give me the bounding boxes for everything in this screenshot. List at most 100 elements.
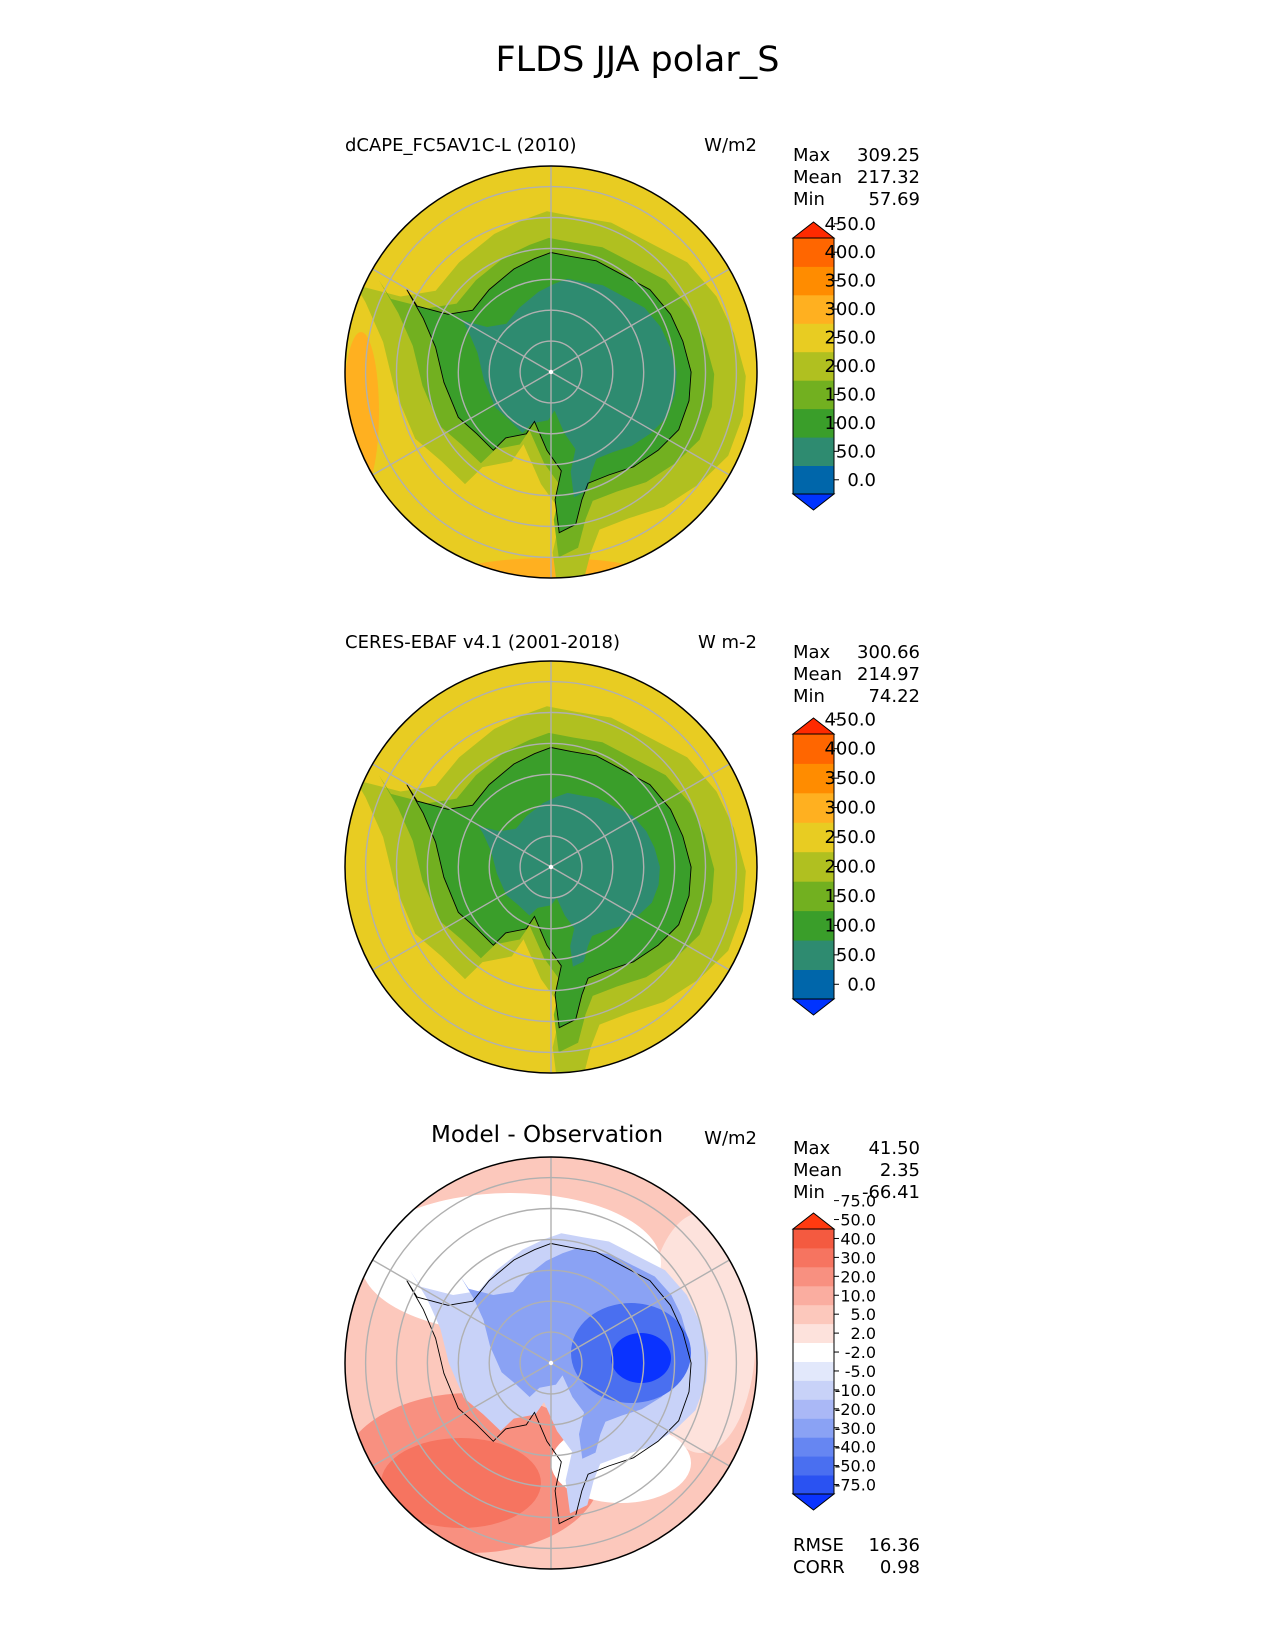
meridian-gridline <box>550 1362 730 1467</box>
colorbar-obs: 0.0 50.0 100.0 150.0 200.0 250.0 300.0 350.0 400… <box>791 709 876 1016</box>
stat-value: 300.66 <box>857 642 920 663</box>
colorbar-tick-label: -40.0 <box>835 1438 876 1457</box>
colorbar-tick-label: 50.0 <box>836 945 876 966</box>
stat-label: Mean <box>793 1160 843 1181</box>
field-band-pos-core <box>381 1438 541 1528</box>
map-boundary <box>344 1156 758 1570</box>
colorbar-segment <box>793 1399 834 1419</box>
colorbar-segment <box>793 380 834 410</box>
colorbar-segment <box>793 1475 834 1495</box>
stat-value: 214.97 <box>857 664 920 685</box>
coastline <box>406 252 692 534</box>
colorbar-segment <box>793 910 834 941</box>
colorbar-frame <box>792 1228 835 1495</box>
colorbar-tick-label: 450.0 <box>824 709 876 730</box>
colorbar-tick-label: 20.0 <box>840 1267 876 1286</box>
colorbar-tick-label: 50.0 <box>836 441 876 462</box>
colorbar-tick-label: 30.0 <box>840 1248 876 1267</box>
colorbar-tick-label: 250.0 <box>824 827 876 848</box>
map-boundary <box>344 165 758 579</box>
colorbar-tick-label: 300.0 <box>824 299 876 320</box>
colorbar-model: 0.0 50.0 100.0 150.0 200.0 250.0 300.0 350.0 400… <box>791 214 876 511</box>
panel-2-title: CERES-EBAF v4.1 (2001-2018) <box>345 632 621 653</box>
panel-3-title: Model - Observation <box>431 1122 664 1148</box>
meridian-gridline <box>372 1362 552 1467</box>
stat-value: 2.35 <box>879 1160 920 1181</box>
rmse-value: 16.36 <box>868 1535 920 1556</box>
colorbar-diff: -75.0-50.0-40.0-30.0-20.0-10.0-5.0-2.02.… <box>791 1192 876 1511</box>
stat-label: Max <box>793 642 831 663</box>
colorbar-segment <box>793 969 834 1000</box>
polar-map-obs <box>345 661 757 1073</box>
stat-label: Max <box>793 1138 831 1159</box>
stat-value: 41.50 <box>868 1138 920 1159</box>
polar-map-diff <box>345 1157 757 1569</box>
stat-value: 74.22 <box>868 686 920 707</box>
meridian-gridline <box>372 763 552 868</box>
colorbar-tick-label: 150.0 <box>824 886 876 907</box>
colorbar-tick-label: 40.0 <box>840 1229 876 1248</box>
panel-3-units: W/m2 <box>704 1128 757 1149</box>
panel-2-units: W m-2 <box>697 632 757 653</box>
colorbar-segment <box>793 822 834 853</box>
colorbar-segment <box>793 1361 834 1381</box>
map-field <box>345 1157 757 1569</box>
colorbar-tick-label: 300.0 <box>824 798 876 819</box>
pole-marker <box>548 864 554 870</box>
colorbar-tick-label: 5.0 <box>851 1305 876 1324</box>
colorbar-segment <box>793 1266 834 1287</box>
colorbar-segment <box>793 266 834 296</box>
colorbar-extend-max <box>791 1212 836 1230</box>
colorbar-tick-label: 10.0 <box>840 1286 876 1305</box>
colorbar-tick-label: 250.0 <box>824 328 876 349</box>
polar-map-model <box>345 166 757 578</box>
colorbar-segment <box>793 1437 834 1457</box>
colorbar-segment <box>793 1285 834 1306</box>
map-boundary <box>344 660 758 1074</box>
colorbar-segment <box>793 881 834 912</box>
pole-marker <box>548 1360 554 1366</box>
coastline <box>406 1243 692 1525</box>
colorbar-tick-label: 200.0 <box>824 857 876 878</box>
colorbar-tick-label: 50.0 <box>840 1211 876 1230</box>
colorbar-tick-label: -50.0 <box>835 1457 876 1476</box>
stat-label: Mean <box>793 167 843 188</box>
coastline <box>406 747 692 1029</box>
colorbar-segment <box>793 351 834 381</box>
colorbar-segment <box>793 238 834 267</box>
colorbar-tick-label: -2.0 <box>845 1343 876 1362</box>
colorbar-tick-label: 450.0 <box>824 214 876 235</box>
colorbar-segment <box>793 940 834 970</box>
colorbar-extend-min <box>791 1493 836 1511</box>
map-field <box>345 661 757 1073</box>
colorbar-tick-label: -5.0 <box>845 1362 876 1381</box>
meridian-gridline <box>372 866 552 971</box>
colorbar-tick-label: -75.0 <box>835 1476 876 1495</box>
colorbar-segment <box>793 792 834 823</box>
corr-label: CORR <box>793 1557 845 1578</box>
colorbar-tick-label: 100.0 <box>824 413 876 434</box>
colorbar-segment <box>793 437 834 466</box>
stat-value: 217.32 <box>857 167 920 188</box>
colorbar-tick-label: -20.0 <box>835 1400 876 1419</box>
figure-title: FLDS JJA polar_S <box>495 40 780 80</box>
colorbar-segment <box>793 851 834 882</box>
colorbar-tick-label: -10.0 <box>835 1381 876 1400</box>
pole-marker <box>548 369 554 375</box>
corr-value: 0.98 <box>879 1557 920 1578</box>
stat-value: 57.69 <box>868 189 920 210</box>
colorbar-segment <box>793 1418 834 1438</box>
colorbar-segment <box>793 1380 834 1400</box>
stat-label: Min <box>793 686 825 707</box>
colorbar-segment <box>793 1323 834 1343</box>
colorbar-tick-label: 350.0 <box>824 271 876 292</box>
colorbar-segment <box>793 763 834 794</box>
panel-1-stats: Max 309.25 Mean 217.32 Min 57.69 <box>793 145 920 211</box>
stat-value: 309.25 <box>857 145 920 166</box>
panel-1-title: dCAPE_FC5AV1C-L (2010) <box>345 135 577 156</box>
colorbar-tick-label: -30.0 <box>835 1419 876 1438</box>
stat-label: Max <box>793 145 831 166</box>
colorbar-segment <box>793 1456 834 1476</box>
colorbar-extend-min <box>791 493 836 511</box>
